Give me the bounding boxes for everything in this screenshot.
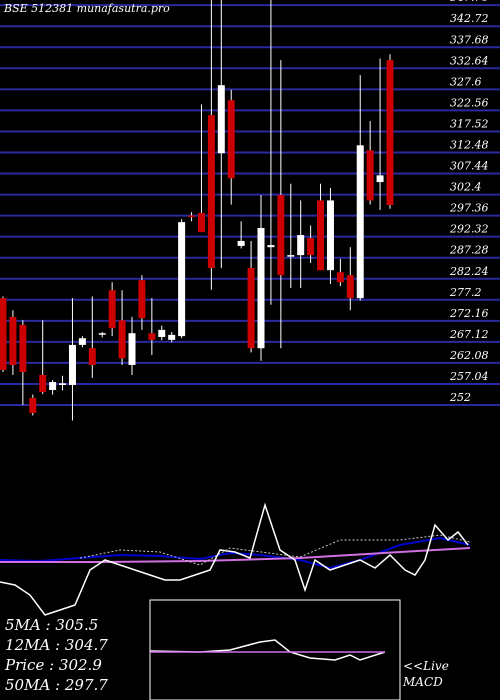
candle-body — [336, 272, 344, 283]
ma-label: 12MA : 304.7 — [5, 636, 108, 654]
plot: 252 257.04 262.08 267.12 272.16 277.2 282.24 28… — [0, 0, 500, 421]
candle-body — [247, 268, 255, 349]
y-tick-label: 342.72 — [450, 12, 489, 25]
y-tick-label: 332.64 — [450, 54, 489, 67]
candle-body — [49, 382, 57, 390]
y-tick-label: 292.32 — [449, 223, 489, 236]
y-tick-label: 272.16 — [449, 307, 489, 320]
indicator-line — [0, 547, 471, 563]
candle-body — [128, 333, 136, 365]
candle-body — [267, 245, 275, 248]
ma-label: 50MA : 297.7 — [5, 676, 108, 694]
candle-body — [59, 383, 67, 385]
y-tick-label: 337.68 — [450, 33, 489, 46]
indicator-line — [0, 502, 469, 616]
macd-label: MACD — [402, 675, 443, 689]
chart-title: BSE 512381 munafasutra.pro — [3, 2, 170, 15]
candle-body — [188, 215, 196, 218]
candle-body — [307, 238, 315, 256]
candle-body — [207, 115, 215, 269]
candle-body — [88, 348, 96, 365]
candle-body — [277, 194, 285, 276]
candle-body — [297, 235, 305, 256]
candle-body — [78, 338, 86, 345]
candle-body — [19, 324, 27, 373]
candle-body — [386, 60, 394, 206]
candle-body — [227, 100, 235, 179]
indicator-line — [79, 534, 471, 566]
macd-label: <<Live — [403, 659, 449, 673]
y-tick-label: 347.76 — [450, 0, 489, 4]
candle-body — [356, 145, 364, 299]
candle-body — [237, 240, 245, 246]
y-tick-label: 257.04 — [449, 370, 489, 383]
candle-body — [326, 200, 334, 271]
candle-body — [257, 227, 265, 349]
y-tick-label: 262.08 — [449, 349, 489, 362]
candle-body — [178, 222, 186, 337]
candle-body — [148, 333, 156, 340]
candle-body — [0, 298, 7, 370]
candle-body — [98, 333, 106, 335]
y-tick-label: 282.24 — [449, 265, 489, 278]
candle-body — [108, 290, 116, 329]
y-tick-label: 327.6 — [450, 75, 482, 88]
y-tick-label: 302.4 — [450, 181, 482, 194]
candle-body — [29, 397, 37, 413]
macd-line — [149, 639, 386, 661]
candle-body — [158, 329, 166, 337]
candle-body — [317, 200, 325, 271]
y-tick-label: 297.36 — [449, 202, 489, 215]
y-tick-label: 277.2 — [449, 286, 482, 299]
y-tick-label: 312.48 — [450, 138, 489, 151]
candle-body — [168, 334, 176, 340]
candle-body — [138, 280, 146, 319]
lower-indicators — [0, 502, 471, 616]
y-tick-label: 267.12 — [449, 328, 489, 341]
candle-body — [197, 212, 205, 233]
candle-body — [366, 150, 374, 201]
y-tick-label: 287.28 — [449, 244, 489, 257]
macd-panel — [149, 599, 401, 700]
candle-body — [68, 344, 76, 385]
candle-body — [217, 85, 225, 154]
y-tick-label: 252 — [449, 391, 471, 404]
ma-label: 5MA : 305.5 — [5, 616, 98, 634]
candle-body — [39, 374, 47, 393]
y-tick-label: 307.44 — [450, 160, 489, 173]
price-label: Price : 302.9 — [4, 656, 102, 674]
indicator-line — [0, 536, 471, 570]
candle-body — [346, 275, 354, 299]
candle-body — [9, 316, 17, 365]
candle-body — [118, 320, 126, 359]
y-tick-label: 317.52 — [450, 117, 489, 130]
candle-body — [376, 175, 384, 183]
y-tick-label: 322.56 — [450, 96, 489, 109]
candle-body — [287, 255, 295, 257]
